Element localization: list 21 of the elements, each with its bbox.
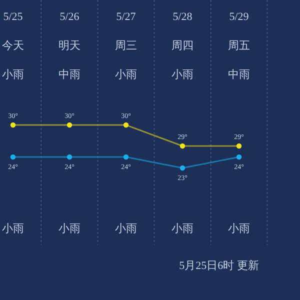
text: 小雨 (58, 222, 80, 235)
x-tick-label: 5/27 (116, 11, 136, 23)
text: 小雨 (115, 222, 137, 235)
text: 今天 (2, 40, 24, 52)
text: 5月25日6时 更新 (179, 259, 259, 272)
text: 中雨 (58, 68, 80, 81)
text: 小雨 (172, 68, 194, 81)
text: 周三 (115, 40, 137, 52)
x-tick-label: 5/29 (229, 11, 250, 23)
x-tick-label: 5/25 (3, 11, 24, 23)
text: 小雨 (2, 222, 24, 235)
x-tick-label: 5/28 (172, 11, 193, 23)
x-tick-label: 5/26 (60, 11, 80, 23)
text: 小雨 (228, 222, 250, 235)
text: 明天 (58, 40, 80, 52)
text: 周五 (228, 40, 250, 52)
text: 中雨 (228, 68, 250, 81)
text: 小雨 (172, 222, 194, 235)
text: 周四 (172, 40, 194, 52)
text: 小雨 (115, 68, 137, 81)
text: 小雨 (2, 68, 24, 81)
